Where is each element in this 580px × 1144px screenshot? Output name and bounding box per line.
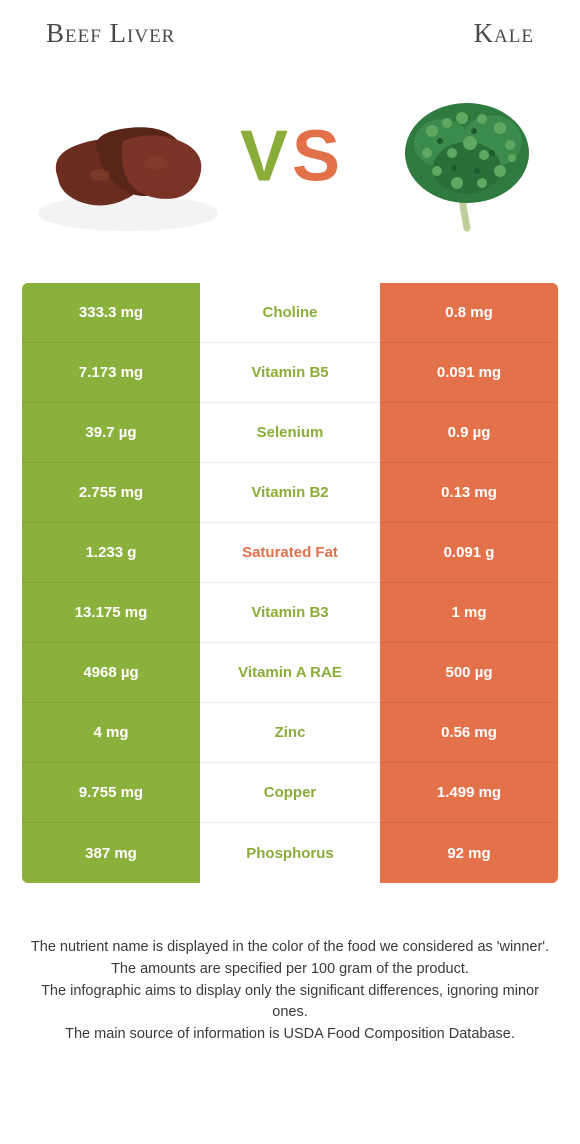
cell-left-value: 13.175 mg [22, 583, 200, 643]
table-row: 387 mgPhosphorus92 mg [22, 823, 558, 883]
cell-left-value: 333.3 mg [22, 283, 200, 343]
cell-nutrient-label: Choline [200, 283, 380, 343]
cell-left-value: 387 mg [22, 823, 200, 883]
footer-notes: The nutrient name is displayed in the co… [22, 937, 558, 1046]
vs-s-letter: S [292, 115, 340, 197]
title-right: Kale [474, 18, 534, 49]
table-row: 7.173 mgVitamin B50.091 mg [22, 343, 558, 403]
cell-nutrient-label: Vitamin B3 [200, 583, 380, 643]
cell-right-value: 500 µg [380, 643, 558, 703]
cell-right-value: 0.091 g [380, 523, 558, 583]
cell-right-value: 92 mg [380, 823, 558, 883]
cell-right-value: 0.56 mg [380, 703, 558, 763]
cell-left-value: 7.173 mg [22, 343, 200, 403]
table-row: 1.233 gSaturated Fat0.091 g [22, 523, 558, 583]
footer-line: The main source of information is USDA F… [22, 1024, 558, 1046]
cell-right-value: 1 mg [380, 583, 558, 643]
cell-nutrient-label: Vitamin B5 [200, 343, 380, 403]
cell-nutrient-label: Vitamin B2 [200, 463, 380, 523]
title-left: Beef Liver [46, 18, 175, 49]
cell-left-value: 9.755 mg [22, 763, 200, 823]
table-row: 39.7 µgSelenium0.9 µg [22, 403, 558, 463]
table-row: 2.755 mgVitamin B20.13 mg [22, 463, 558, 523]
beef-liver-icon [28, 83, 228, 243]
cell-nutrient-label: Selenium [200, 403, 380, 463]
cell-nutrient-label: Phosphorus [200, 823, 380, 883]
cell-left-value: 4968 µg [22, 643, 200, 703]
table-row: 4 mgZinc0.56 mg [22, 703, 558, 763]
cell-right-value: 0.8 mg [380, 283, 558, 343]
cell-nutrient-label: Zinc [200, 703, 380, 763]
cell-left-value: 1.233 g [22, 523, 200, 583]
cell-right-value: 0.13 mg [380, 463, 558, 523]
vs-v-letter: V [240, 115, 288, 197]
cell-left-value: 2.755 mg [22, 463, 200, 523]
footer-line: The infographic aims to display only the… [22, 981, 558, 1025]
footer-line: The nutrient name is displayed in the co… [22, 937, 558, 959]
cell-nutrient-label: Copper [200, 763, 380, 823]
cell-nutrient-label: Vitamin A RAE [200, 643, 380, 703]
table-row: 9.755 mgCopper1.499 mg [22, 763, 558, 823]
footer-line: The amounts are specified per 100 gram o… [22, 959, 558, 981]
cell-left-value: 39.7 µg [22, 403, 200, 463]
cell-nutrient-label: Saturated Fat [200, 523, 380, 583]
vs-label: V S [240, 115, 340, 197]
cell-left-value: 4 mg [22, 703, 200, 763]
images-row: V S [0, 53, 580, 273]
cell-right-value: 0.9 µg [380, 403, 558, 463]
comparison-table: 333.3 mgCholine0.8 mg7.173 mgVitamin B50… [22, 283, 558, 883]
table-row: 13.175 mgVitamin B31 mg [22, 583, 558, 643]
cell-right-value: 0.091 mg [380, 343, 558, 403]
cell-right-value: 1.499 mg [380, 763, 558, 823]
kale-icon [382, 83, 552, 243]
table-row: 4968 µgVitamin A RAE500 µg [22, 643, 558, 703]
table-row: 333.3 mgCholine0.8 mg [22, 283, 558, 343]
header: Beef Liver Kale [0, 0, 580, 53]
